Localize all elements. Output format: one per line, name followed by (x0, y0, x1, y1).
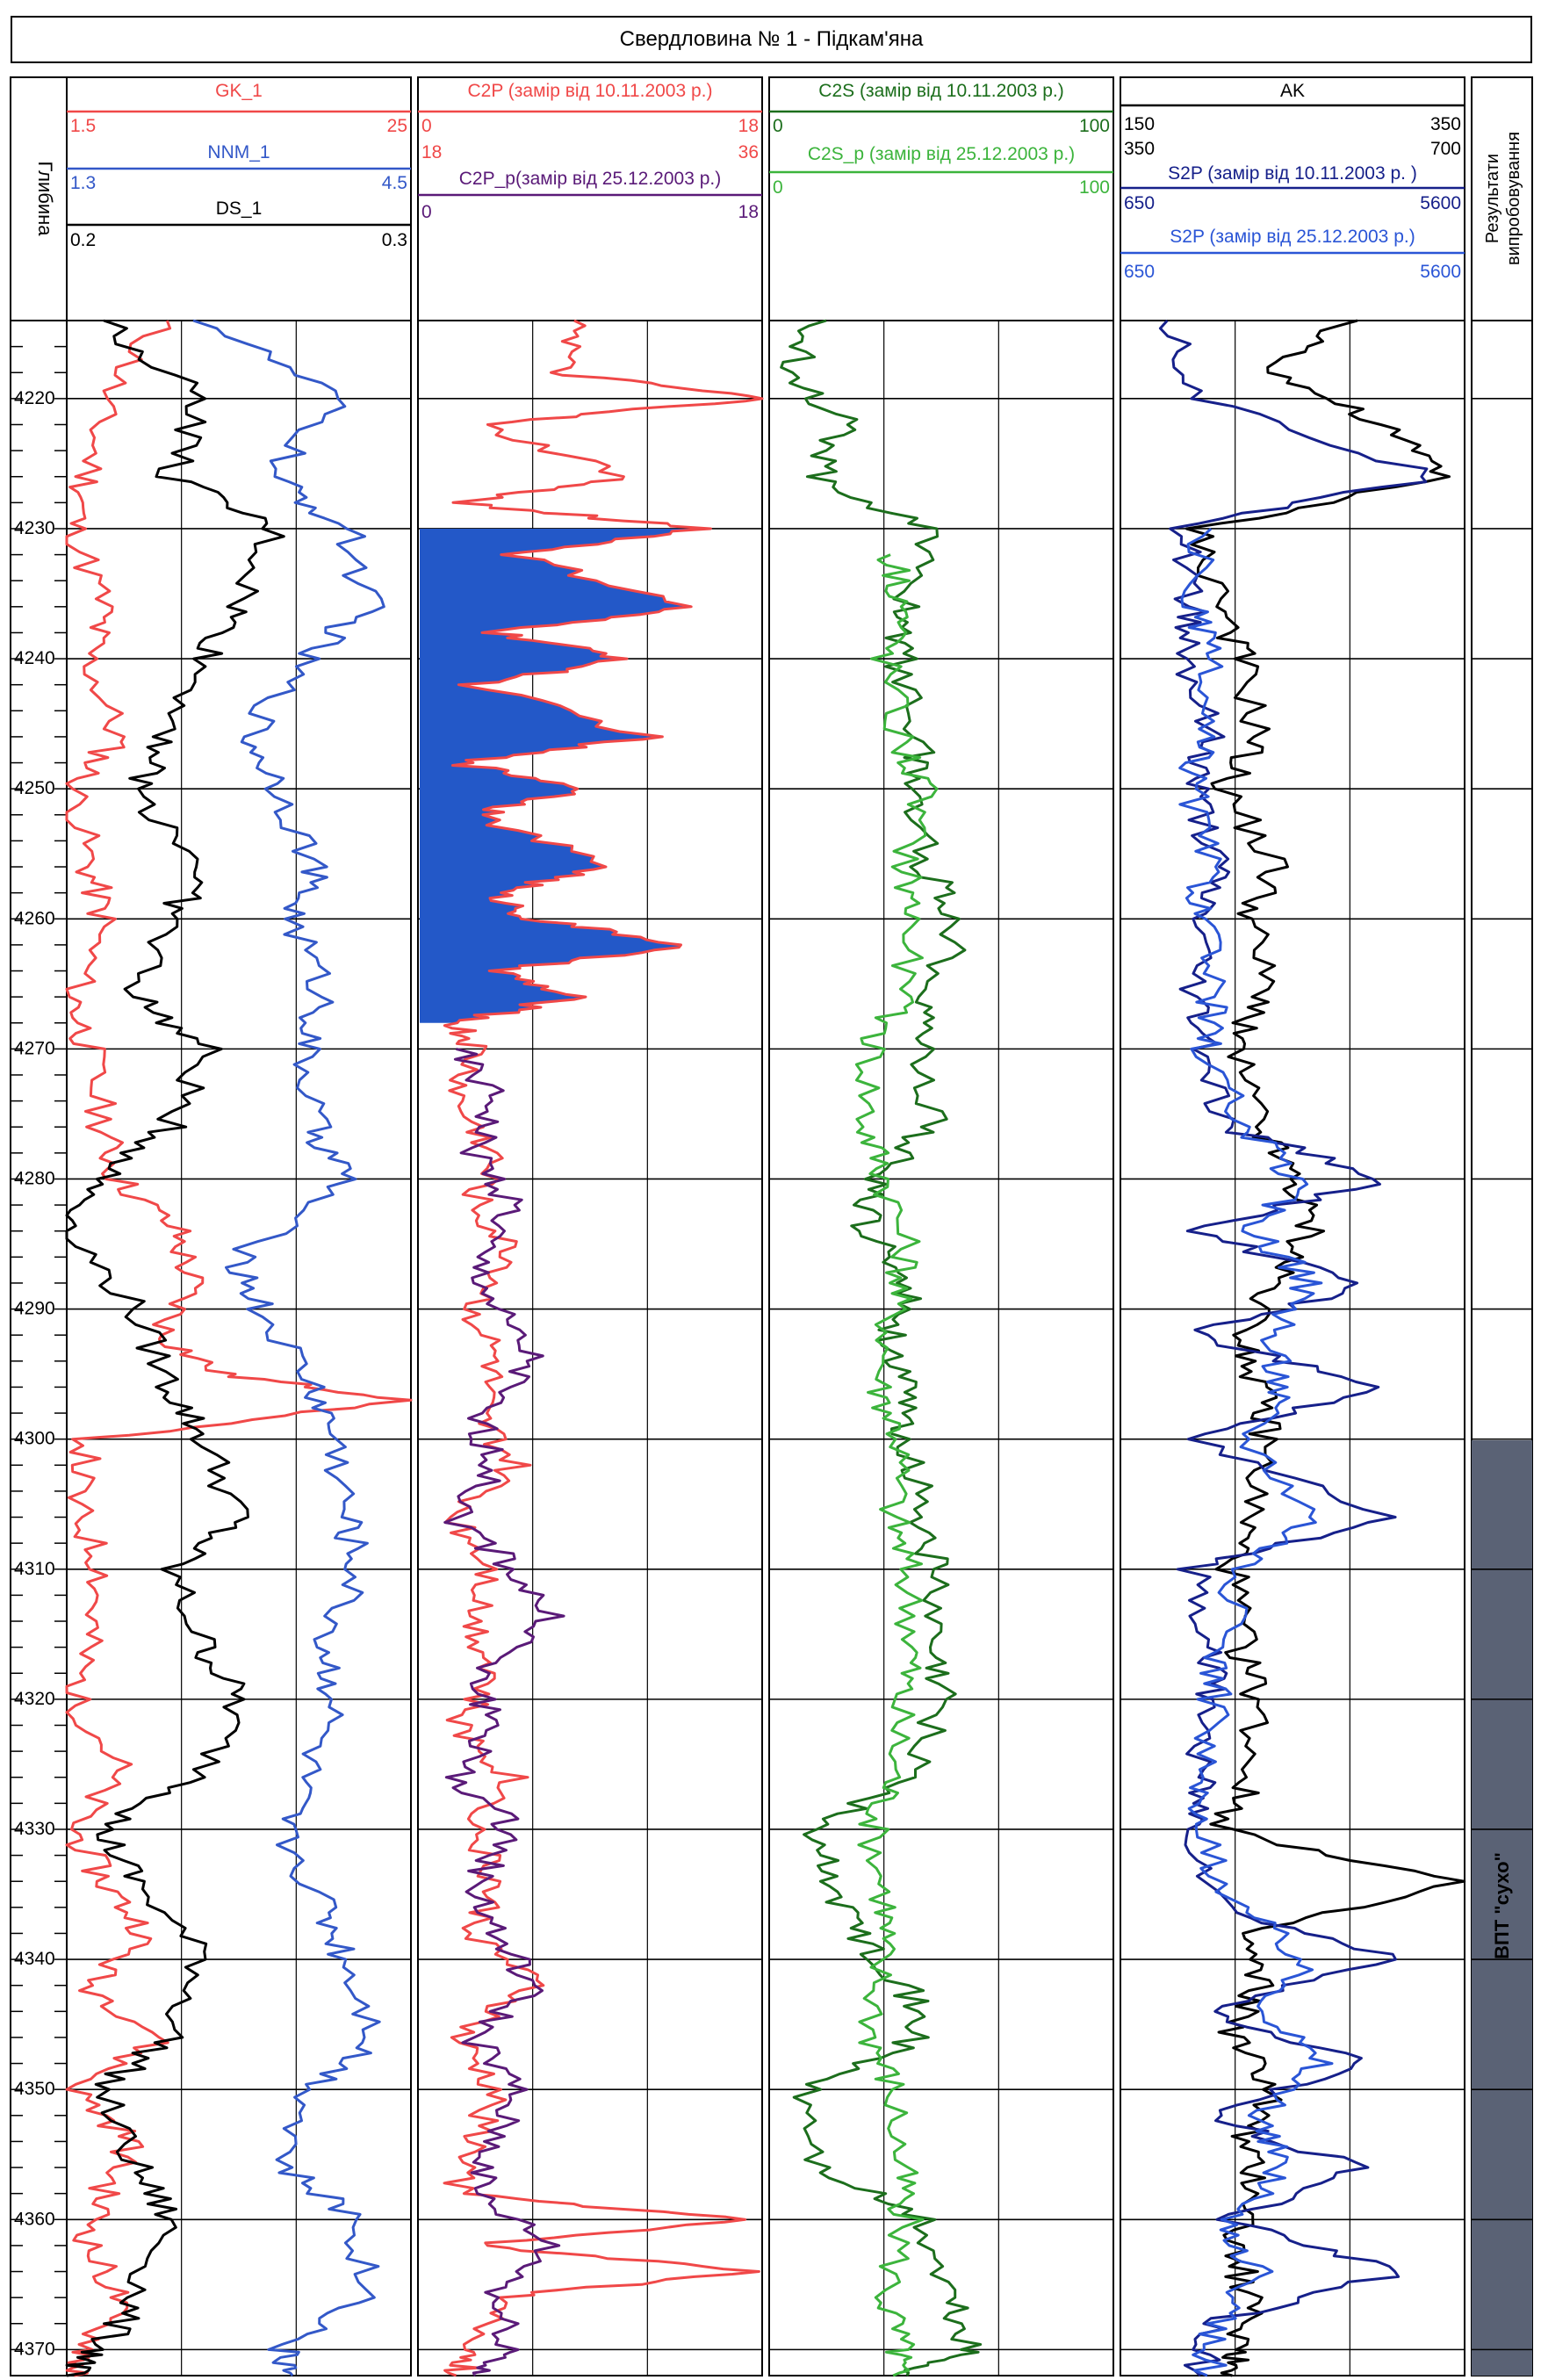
curve-header-label: 0 (773, 177, 783, 198)
curve-s2p-8 (1158, 319, 1429, 2377)
results-header-line2: випробовування (1504, 132, 1523, 265)
curve-header-label: C2S_p (замір від 25.12.2003 р.) (808, 144, 1075, 164)
curve-header-label: 1.3 (70, 173, 96, 193)
depth-tick-label: 4260 (14, 908, 55, 928)
curve-c2s_p-6 (854, 553, 939, 2377)
depth-tick-label: 4320 (14, 1689, 55, 1709)
curve-header-label: 0.2 (70, 230, 96, 250)
track-frame-t3 (768, 76, 1114, 2376)
depth-tick-label: 4370 (14, 2339, 55, 2359)
depth-tick-label: 4240 (14, 648, 55, 668)
curve-header-label: GK_1 (215, 81, 263, 101)
curve-header-label: C2P (замір від 10.11.2003 р.) (467, 81, 712, 101)
curve-header-label: S2P (замір від 10.11.2003 р. ) (1168, 163, 1417, 184)
curve-header-label: 18 (738, 202, 759, 222)
curve-header-label: 0 (773, 116, 783, 136)
curve-header-label: 25 (387, 116, 407, 136)
curve-c2p_p-4 (443, 1047, 565, 2376)
results-header-line1: Результати (1483, 154, 1502, 243)
curve-header-label: 18 (421, 142, 442, 162)
depth-tick-label: 4220 (14, 388, 55, 408)
curve-ds_1-2 (65, 319, 285, 2377)
depth-tick-label: 4230 (14, 518, 55, 538)
curve-header-label: 5600 (1420, 193, 1461, 213)
curve-nnm_1-1 (192, 319, 385, 2376)
header-labels: 4220 4230 4240 4250 4260 4270 4280 4290 4300 4310… (14, 81, 1523, 2359)
curve-header-label: AK (1280, 81, 1305, 101)
curve-c2s-5 (780, 319, 983, 2376)
depth-tick-label: 4270 (14, 1038, 55, 1058)
curve-header-label: 100 (1079, 177, 1110, 198)
test-result-text: ВПТ "сухо" (1491, 1852, 1513, 1959)
depth-axis-label: Глибина (34, 161, 56, 236)
c2p-fill-area (420, 528, 711, 1023)
curve-header-label: 650 (1124, 193, 1155, 213)
curve-header-label: 1.5 (70, 116, 96, 136)
track-frame-depth (10, 76, 68, 2376)
curve-header-label: S2P (замір від 25.12.2003 р.) (1170, 227, 1415, 247)
well-title: Свердловина № 1 - Підкам'яна (11, 16, 1532, 63)
curve-header-label: 5600 (1420, 262, 1461, 282)
depth-tick-label: 4330 (14, 1819, 55, 1839)
track-frame-t1 (66, 76, 412, 2376)
curve-header-label: 18 (738, 116, 759, 136)
depth-tick-label: 4310 (14, 1559, 55, 1579)
curve-header-label: 100 (1079, 116, 1110, 136)
depth-tick-label: 4340 (14, 1949, 55, 1969)
depth-tick-label: 4360 (14, 2209, 55, 2229)
curve-header-label: 0.3 (382, 230, 407, 250)
depth-tick-label: 4350 (14, 2079, 55, 2099)
depth-tick-label: 4250 (14, 778, 55, 798)
log-curves (65, 319, 1466, 2377)
curve-header-label: 0 (421, 202, 432, 222)
depth-tick-label: 4300 (14, 1429, 55, 1449)
track-frame-t4 (1120, 76, 1465, 2376)
curve-gk_1-0 (65, 320, 413, 2377)
curve-header-label: 350 (1430, 114, 1461, 134)
curve-header-label: 36 (738, 142, 759, 162)
curve-header-label: 650 (1124, 262, 1155, 282)
curve-header-label: 700 (1430, 139, 1461, 159)
depth-tick-label: 4290 (14, 1299, 55, 1319)
curve-header-label: NNM_1 (207, 142, 270, 162)
curve-header-label: C2S (замір від 10.11.2003 р.) (818, 81, 1063, 101)
depth-tick-label: 4280 (14, 1168, 55, 1188)
curve-header-label: 0 (421, 116, 432, 136)
curve-ak-7 (1185, 319, 1466, 2377)
curve-c2p-3 (443, 319, 764, 2377)
curve-header-label: 4.5 (382, 173, 407, 193)
curve-s2p-9 (1178, 527, 1334, 2377)
curve-header-label: DS_1 (216, 198, 263, 219)
curve-header-label: C2P_p(замір від 25.12.2003 р.) (459, 169, 721, 189)
curve-header-label: 150 (1124, 114, 1155, 134)
curve-header-label: 350 (1124, 139, 1155, 159)
track-frame-t2 (417, 76, 763, 2376)
